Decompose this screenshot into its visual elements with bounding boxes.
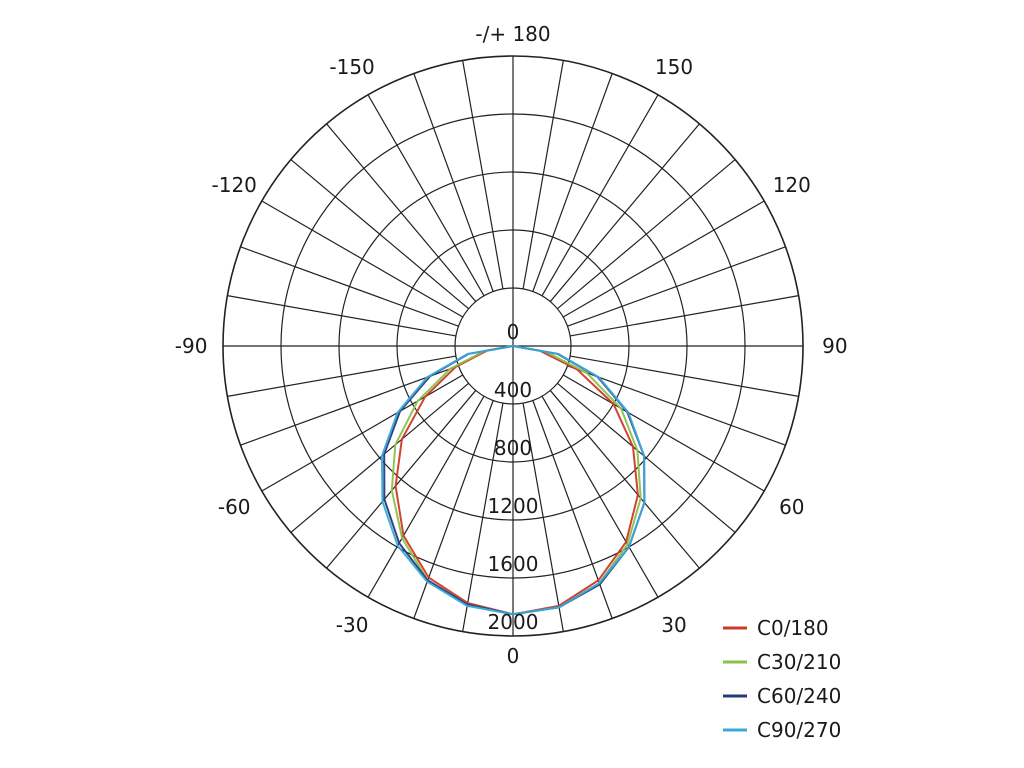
grid-spoke	[562, 374, 765, 492]
angular-tick-label: 90	[822, 334, 847, 358]
legend-entry-label: C0/180	[757, 616, 829, 640]
grid-spoke	[557, 382, 736, 533]
grid-spoke	[570, 295, 799, 337]
grid-spoke	[462, 60, 504, 289]
angular-tick-label: -/+ 180	[475, 22, 550, 46]
grid-spoke	[557, 159, 736, 310]
grid-spoke	[522, 60, 564, 289]
angular-tick-label: -60	[218, 495, 251, 519]
angular-tick-label: 120	[773, 173, 811, 197]
grid-spoke	[562, 200, 765, 318]
grid-spoke	[290, 382, 469, 533]
radial-tick-label: 0	[507, 320, 520, 344]
grid-spoke	[413, 400, 494, 619]
radial-tick-labels: 0 400 800 1200 1600 2000	[488, 320, 539, 634]
grid-spoke	[567, 365, 786, 446]
series-layer	[380, 345, 646, 616]
angular-tick-label: -150	[329, 55, 374, 79]
legend-entry-label: C90/270	[757, 718, 841, 742]
grid-spoke	[541, 395, 659, 598]
grid-spoke	[549, 390, 700, 569]
legend-entry-label: C30/210	[757, 650, 841, 674]
grid-spoke	[367, 395, 485, 598]
grid-spoke	[522, 403, 564, 632]
grid-spoke	[261, 200, 464, 318]
legend-entry-label: C60/240	[757, 684, 841, 708]
radial-tick-label: 1200	[488, 494, 539, 518]
grid-spoke	[462, 403, 504, 632]
angular-tick-label: 60	[779, 495, 804, 519]
legend: C0/180 C30/210 C60/240 C90/270	[723, 616, 841, 742]
grid-spoke	[227, 295, 456, 337]
radial-tick-label: 2000	[488, 610, 539, 634]
grid-spoke	[367, 94, 485, 297]
series-curve-C90-270	[380, 345, 646, 616]
grid-spoke	[413, 73, 494, 292]
angular-tick-label: 30	[661, 613, 686, 637]
polar-grid	[222, 55, 804, 637]
grid-spoke	[532, 73, 613, 292]
grid-spoke	[326, 390, 477, 569]
grid-spoke	[326, 123, 477, 302]
radial-tick-label: 1600	[488, 552, 539, 576]
grid-spoke	[567, 246, 786, 327]
radial-tick-label: 400	[494, 378, 532, 402]
grid-spoke	[549, 123, 700, 302]
grid-spoke	[541, 94, 659, 297]
grid-spoke	[570, 355, 799, 397]
angular-tick-label: -30	[336, 613, 369, 637]
angular-tick-label: 0	[507, 644, 520, 668]
grid-spoke	[261, 374, 464, 492]
angular-tick-label: -120	[212, 173, 257, 197]
angular-tick-label: -90	[175, 334, 208, 358]
angular-tick-labels: 0 30 60 90 120 150 -/+ 180 -150 -120 -90 -60 -30	[175, 22, 848, 668]
grid-spoke	[532, 400, 613, 619]
radial-tick-label: 800	[494, 436, 532, 460]
grid-spoke	[240, 246, 459, 327]
grid-spoke	[290, 159, 469, 310]
grid-spoke	[240, 365, 459, 446]
angular-tick-label: 150	[655, 55, 693, 79]
grid-spoke	[227, 355, 456, 397]
